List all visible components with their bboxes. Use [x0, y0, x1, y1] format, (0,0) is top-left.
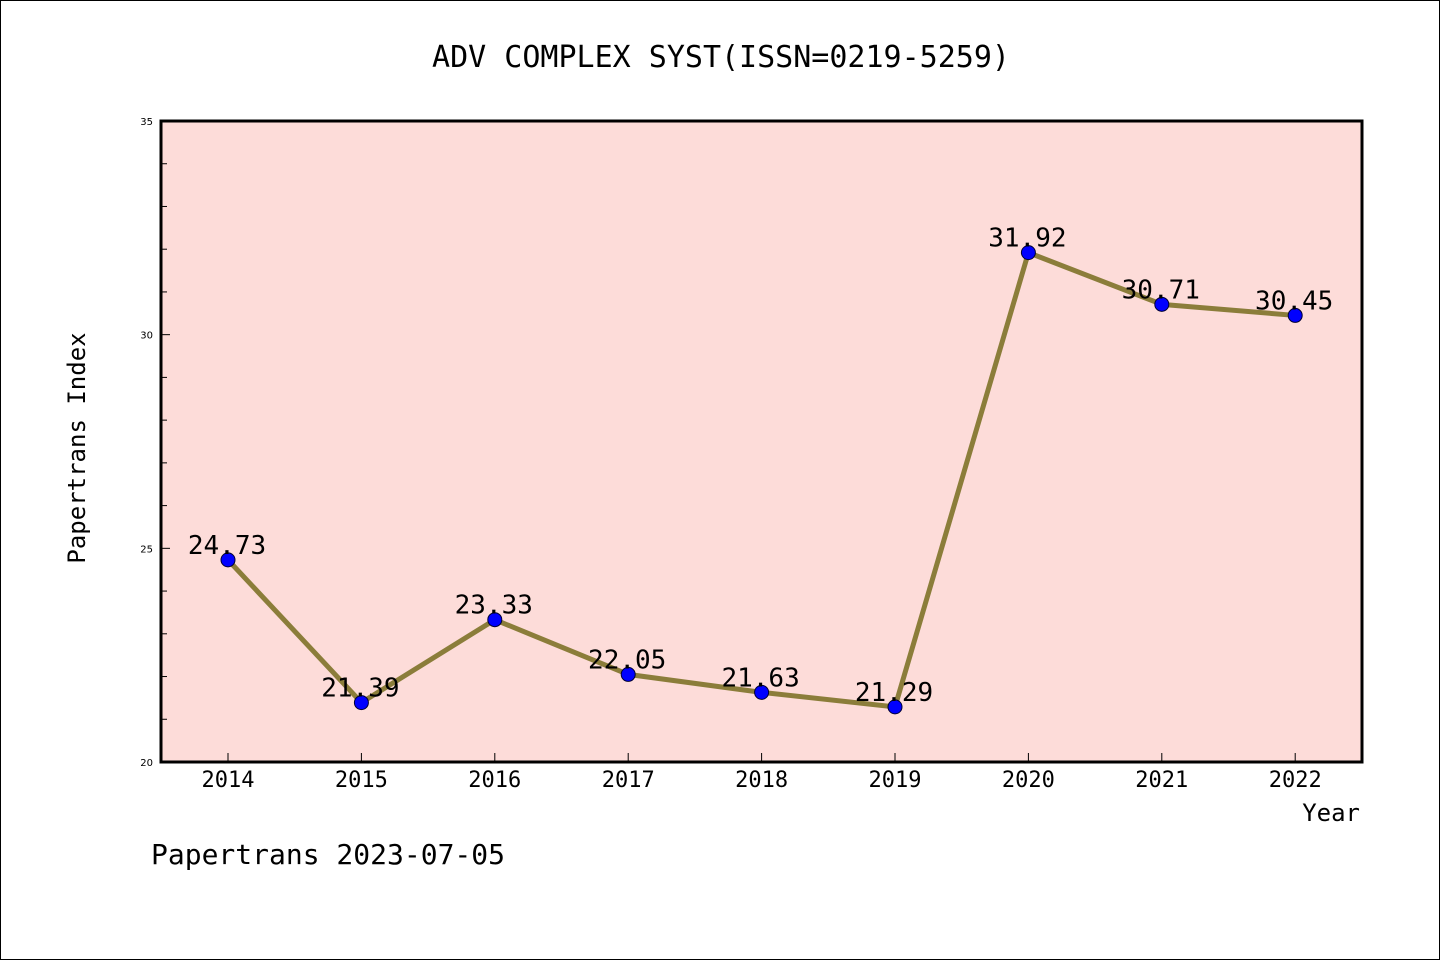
data-label: 21.29 [855, 678, 933, 708]
data-point-marker [620, 666, 636, 682]
data-point-marker [220, 552, 236, 568]
plot-border [159, 119, 1364, 764]
data-point-marker [1287, 307, 1303, 323]
data-label: 24.73 [188, 531, 266, 561]
y-axis-label: Papertrans Index [63, 332, 91, 563]
data-label: 30.71 [1122, 275, 1200, 305]
data-label: 31.92 [988, 224, 1066, 254]
x-tick-label: 2022 [1269, 768, 1322, 793]
footer-date-label: Papertrans 2023-07-05 [151, 838, 505, 871]
data-label: 21.63 [721, 663, 799, 693]
plot-background [161, 121, 1362, 762]
plot-area: 20 25 30 35 2014 2015 2016 2017 2018 2019 2020 2021… [140, 117, 1364, 793]
y-tick-label: 35 [140, 117, 153, 128]
data-point-marker [754, 684, 770, 700]
x-axis-label: Year [1302, 799, 1360, 827]
x-tick-label: 2018 [735, 768, 788, 793]
x-tick-label: 2017 [602, 768, 655, 793]
data-label: 23.33 [455, 591, 533, 621]
x-tick-label: 2016 [468, 768, 521, 793]
x-tick-label: 2014 [202, 768, 255, 793]
y-tick-label: 25 [140, 544, 153, 555]
y-tick-label: 30 [140, 331, 153, 342]
x-tick-label: 2015 [335, 768, 388, 793]
data-point-marker [353, 695, 369, 711]
data-label: 22.05 [588, 645, 666, 675]
x-tick-label: 2019 [869, 768, 922, 793]
data-label: 21.39 [321, 674, 399, 704]
x-tick-label: 2020 [1002, 768, 1055, 793]
data-label: 30.45 [1255, 286, 1333, 316]
data-point-marker [1020, 245, 1036, 261]
chart-title: ADV COMPLEX SYST(ISSN=0219-5259) [432, 40, 1010, 75]
data-point-marker [487, 612, 503, 628]
data-point-marker [887, 699, 903, 715]
x-tick-label: 2021 [1135, 768, 1188, 793]
y-tick-label: 20 [140, 758, 153, 769]
data-point-marker [1154, 296, 1170, 312]
